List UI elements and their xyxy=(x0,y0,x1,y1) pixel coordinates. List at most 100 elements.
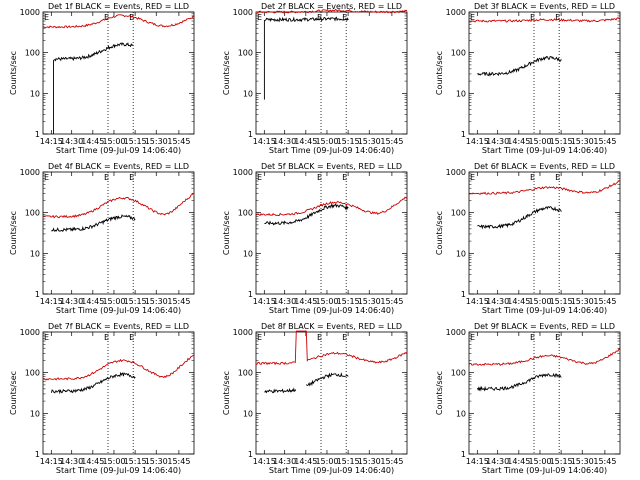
y-tick-label: 100 xyxy=(238,49,253,58)
y-tick-label: 10 xyxy=(243,89,253,98)
x-axis-label: Start Time (09-Jul-09 14:06:40) xyxy=(56,466,181,475)
y-tick-label: 1 xyxy=(35,450,40,459)
event-marker-label: E xyxy=(104,13,109,22)
x-tick-label: 15:15 xyxy=(124,137,147,146)
panel-7: Det 7f BLACK = Events, RED = LLD 1 10 100 10… xyxy=(9,322,195,475)
x-tick-label: 15:15 xyxy=(124,297,147,306)
lld-series-line xyxy=(255,8,408,14)
event-marker-label: E xyxy=(530,333,535,342)
x-axis-label: Start Time (09-Jul-09 14:06:40) xyxy=(269,146,394,155)
events-series-line xyxy=(477,55,562,77)
x-tick-label: 15:00 xyxy=(102,457,125,466)
x-tick-label: 15:15 xyxy=(550,457,573,466)
x-tick-label: 14:15 xyxy=(466,137,489,146)
x-tick-label: 14:45 xyxy=(294,457,317,466)
events-series-line xyxy=(50,371,136,395)
event-marker-label: E xyxy=(257,13,262,22)
x-tick-label: 14:30 xyxy=(486,457,509,466)
y-tick-label: 1000 xyxy=(446,168,466,177)
y-tick-label: 1 xyxy=(461,130,466,139)
x-tick-label: 15:00 xyxy=(315,137,338,146)
event-marker-label: E xyxy=(257,173,262,182)
panel-9: Det 9f BLACK = Events, RED = LLD 1 10 100 10… xyxy=(435,322,621,475)
panel-3: Det 3f BLACK = Events, RED = LLD 1 10 100 10… xyxy=(435,2,621,155)
y-tick-label: 100 xyxy=(451,209,466,218)
x-tick-label: 14:30 xyxy=(273,137,296,146)
x-tick-label: 15:15 xyxy=(337,457,360,466)
x-tick-label: 15:45 xyxy=(380,297,403,306)
panel-2: Det 2f BLACK = Events, RED = LLD 1 10 100 10… xyxy=(222,2,408,155)
x-tick-label: 15:30 xyxy=(358,137,381,146)
x-tick-label: 14:45 xyxy=(507,137,530,146)
x-tick-label: 15:00 xyxy=(102,137,125,146)
x-tick-label: 14:15 xyxy=(40,457,63,466)
lld-series-line xyxy=(256,330,408,366)
event-marker-label: E xyxy=(530,173,535,182)
y-tick-label: 10 xyxy=(243,249,253,258)
x-axis-label: Start Time (09-Jul-09 14:06:40) xyxy=(482,306,607,315)
x-tick-label: 15:45 xyxy=(167,457,190,466)
x-tick-label: 15:15 xyxy=(124,457,147,466)
x-tick-label: 14:45 xyxy=(81,457,104,466)
events-series-line xyxy=(51,214,136,233)
plot-frame xyxy=(42,11,195,135)
panel-title: Det 6f BLACK = Events, RED = LLD xyxy=(474,162,615,171)
y-tick-label: 10 xyxy=(243,409,253,418)
events-series-line xyxy=(53,42,134,134)
y-tick-label: 1 xyxy=(248,450,253,459)
panel-1: Det 1f BLACK = Events, RED = LLD 1 10 100 10… xyxy=(9,2,195,155)
x-tick-label: 15:45 xyxy=(593,297,616,306)
y-axis-label: Counts/sec xyxy=(222,211,231,255)
x-tick-label: 15:00 xyxy=(315,457,338,466)
event-marker-label: E xyxy=(44,13,49,22)
x-tick-label: 14:30 xyxy=(60,457,83,466)
panel-title: Det 1f BLACK = Events, RED = LLD xyxy=(48,2,189,11)
x-tick-label: 15:45 xyxy=(167,137,190,146)
y-axis-label: Counts/sec xyxy=(222,51,231,95)
events-series-line xyxy=(263,16,349,100)
y-tick-label: 1000 xyxy=(233,168,253,177)
x-tick-label: 14:45 xyxy=(81,297,104,306)
event-marker-label: E xyxy=(470,13,475,22)
plot-frame xyxy=(468,331,621,455)
x-tick-label: 14:15 xyxy=(253,297,276,306)
x-tick-label: 15:30 xyxy=(145,137,168,146)
y-tick-label: 10 xyxy=(456,409,466,418)
y-tick-label: 1000 xyxy=(233,8,253,17)
y-tick-label: 10 xyxy=(30,89,40,98)
x-tick-label: 15:00 xyxy=(102,297,125,306)
plot-frame xyxy=(255,171,408,295)
x-tick-label: 15:30 xyxy=(358,457,381,466)
y-tick-label: 1000 xyxy=(446,8,466,17)
x-tick-label: 15:45 xyxy=(380,457,403,466)
y-tick-label: 100 xyxy=(25,369,40,378)
plot-frame xyxy=(255,11,408,135)
x-tick-label: 14:15 xyxy=(40,137,63,146)
x-tick-label: 14:15 xyxy=(466,297,489,306)
x-tick-label: 14:30 xyxy=(60,297,83,306)
y-tick-label: 100 xyxy=(238,369,253,378)
x-axis-label: Start Time (09-Jul-09 14:06:40) xyxy=(56,306,181,315)
y-axis-label: Counts/sec xyxy=(9,371,18,415)
event-marker-label: E xyxy=(129,333,134,342)
y-tick-label: 100 xyxy=(25,209,40,218)
panel-title: Det 5f BLACK = Events, RED = LLD xyxy=(261,162,402,171)
plot-frame xyxy=(42,171,195,295)
x-axis-label: Start Time (09-Jul-09 14:06:40) xyxy=(482,466,607,475)
x-tick-label: 14:45 xyxy=(507,297,530,306)
plot-frame xyxy=(255,331,408,455)
y-tick-label: 10 xyxy=(30,409,40,418)
event-marker-label: E xyxy=(44,173,49,182)
panel-title: Det 8f BLACK = Events, RED = LLD xyxy=(261,322,402,331)
x-tick-label: 15:15 xyxy=(337,297,360,306)
event-marker-label: E xyxy=(104,173,109,182)
x-tick-label: 15:45 xyxy=(167,297,190,306)
x-tick-label: 15:45 xyxy=(593,137,616,146)
events-series-line xyxy=(264,203,349,226)
x-tick-label: 15:00 xyxy=(528,137,551,146)
event-marker-label: E xyxy=(530,13,535,22)
y-tick-label: 1 xyxy=(35,130,40,139)
y-tick-label: 100 xyxy=(238,209,253,218)
y-tick-label: 1 xyxy=(461,450,466,459)
x-tick-label: 14:15 xyxy=(253,457,276,466)
